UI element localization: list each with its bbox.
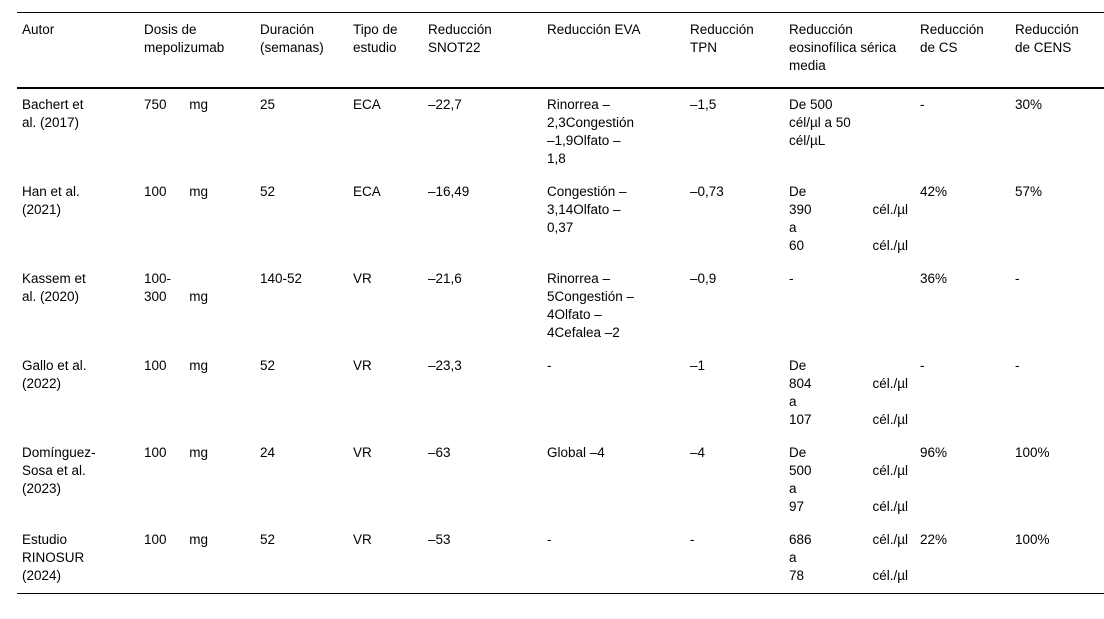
cell-autor: Han et al. (2021) <box>22 184 80 217</box>
cell-eos: De 500 cél./µl a 97 cél./µl <box>789 445 908 514</box>
cell-eos: De 390 cél./µl a 60 cél./µl <box>789 184 908 253</box>
cell-cens: 100% <box>1015 532 1050 547</box>
cell-snot22: –21,6 <box>428 271 462 286</box>
cell-cs: 22% <box>920 532 948 547</box>
cell-duracion: 24 <box>260 445 276 460</box>
column-header-dosis: Dosis de mepolizumab <box>144 12 260 89</box>
cell-duracion: 140-52 <box>260 271 303 286</box>
cell-cs: - <box>920 358 925 373</box>
cell-eos: 686 cél./µl a 78 cél./µl <box>789 532 908 583</box>
cell-tipo: ECA <box>353 184 381 199</box>
column-header-eva: Reducción EVA <box>547 12 690 89</box>
cell-eos: De 804 cél./µl a 107 cél./µl <box>789 358 908 427</box>
cell-tipo: VR <box>353 445 372 460</box>
cell-tipo: VR <box>353 271 372 286</box>
cell-dosis: 100 mg <box>144 445 208 460</box>
header-row: Autor Dosis de mepolizumab Duración (seman… <box>17 12 1104 89</box>
cell-autor: Gallo et al. (2022) <box>22 358 87 391</box>
cell-cens: 57% <box>1015 184 1043 199</box>
cell-dosis: 100 mg <box>144 184 208 199</box>
cell-cs: 36% <box>920 271 948 286</box>
table-row: Han et al. (2021) 100 mg 52 ECA –16,49 Congesti… <box>17 176 1104 263</box>
column-header-snot22: Reducción SNOT22 <box>428 12 547 89</box>
cell-cs: 96% <box>920 445 948 460</box>
cell-autor: Bachert et al. (2017) <box>22 97 84 130</box>
cell-cens: 100% <box>1015 445 1050 460</box>
cell-autor: Domínguez- Sosa et al. (2023) <box>22 445 96 496</box>
cell-dosis: 100 mg <box>144 358 208 373</box>
cell-tipo: VR <box>353 358 372 373</box>
table-row: Estudio RINOSUR (2024) 100 mg 52 VR –53 - - 686 cél… <box>17 524 1104 594</box>
column-header-cs: Reducción de CS <box>920 12 1015 89</box>
column-header-eos: Reducción eosinofílica sérica media <box>789 12 920 89</box>
cell-cens: 30% <box>1015 97 1043 112</box>
table-body: Bachert et al. (2017) 750 mg 25 ECA –22,7 Rinor… <box>17 88 1104 594</box>
cell-cens: - <box>1015 271 1020 286</box>
cell-tpn: –4 <box>690 445 706 460</box>
table-row: Kassem et al. (2020) 100- 300 mg 140-52 VR –21,… <box>17 263 1104 350</box>
cell-eva: Rinorrea –5Congestión –4Olfato –4Cefalea… <box>547 271 635 340</box>
cell-eva: Global –4 <box>547 445 605 460</box>
cell-eva: Congestión –3,14Olfato –0,37 <box>547 184 627 235</box>
cell-autor: Estudio RINOSUR (2024) <box>22 532 85 583</box>
cell-eos: - <box>789 271 794 286</box>
cell-autor: Kassem et al. (2020) <box>22 271 86 304</box>
cell-snot22: –16,49 <box>428 184 470 199</box>
cell-snot22: –53 <box>428 532 451 547</box>
cell-dosis: 750 mg <box>144 97 208 112</box>
cell-eva: Rinorrea –2,3Congestión –1,9Olfato –1,8 <box>547 97 635 166</box>
column-header-duracion: Duración (semanas) <box>260 12 353 89</box>
cell-eva: - <box>547 532 552 547</box>
cell-cs: - <box>920 97 925 112</box>
column-header-autor: Autor <box>17 12 144 89</box>
cell-tipo: ECA <box>353 97 381 112</box>
cell-duracion: 25 <box>260 97 276 112</box>
cell-snot22: –22,7 <box>428 97 462 112</box>
cell-dosis: 100- 300 mg <box>144 271 208 304</box>
column-header-tpn: Reducción TPN <box>690 12 789 89</box>
table-header: Autor Dosis de mepolizumab Duración (seman… <box>17 12 1104 89</box>
cell-eos: De 500 cél/µl a 50 cél/µL <box>789 97 851 148</box>
cell-dosis: 100 mg <box>144 532 208 547</box>
cell-tpn: - <box>690 532 695 547</box>
table-row: Bachert et al. (2017) 750 mg 25 ECA –22,7 Rinor… <box>17 88 1104 176</box>
cell-tpn: –1 <box>690 358 706 373</box>
mepolizumab-studies-table: Autor Dosis de mepolizumab Duración (seman… <box>17 12 1104 594</box>
column-header-cens: Reducción de CENS <box>1015 12 1104 89</box>
cell-duracion: 52 <box>260 532 276 547</box>
cell-duracion: 52 <box>260 184 276 199</box>
cell-eva: - <box>547 358 552 373</box>
cell-tpn: –1,5 <box>690 97 717 112</box>
cell-snot22: –23,3 <box>428 358 462 373</box>
cell-duracion: 52 <box>260 358 276 373</box>
column-header-tipo: Tipo de estudio <box>353 12 428 89</box>
cell-cs: 42% <box>920 184 948 199</box>
table-row: Gallo et al. (2022) 100 mg 52 VR –23,3 - –1 De 804… <box>17 350 1104 437</box>
cell-tipo: VR <box>353 532 372 547</box>
cell-tpn: –0,73 <box>690 184 724 199</box>
table-row: Domínguez- Sosa et al. (2023) 100 mg 24 VR –63 G… <box>17 437 1104 524</box>
cell-snot22: –63 <box>428 445 451 460</box>
cell-cens: - <box>1015 358 1020 373</box>
cell-tpn: –0,9 <box>690 271 717 286</box>
